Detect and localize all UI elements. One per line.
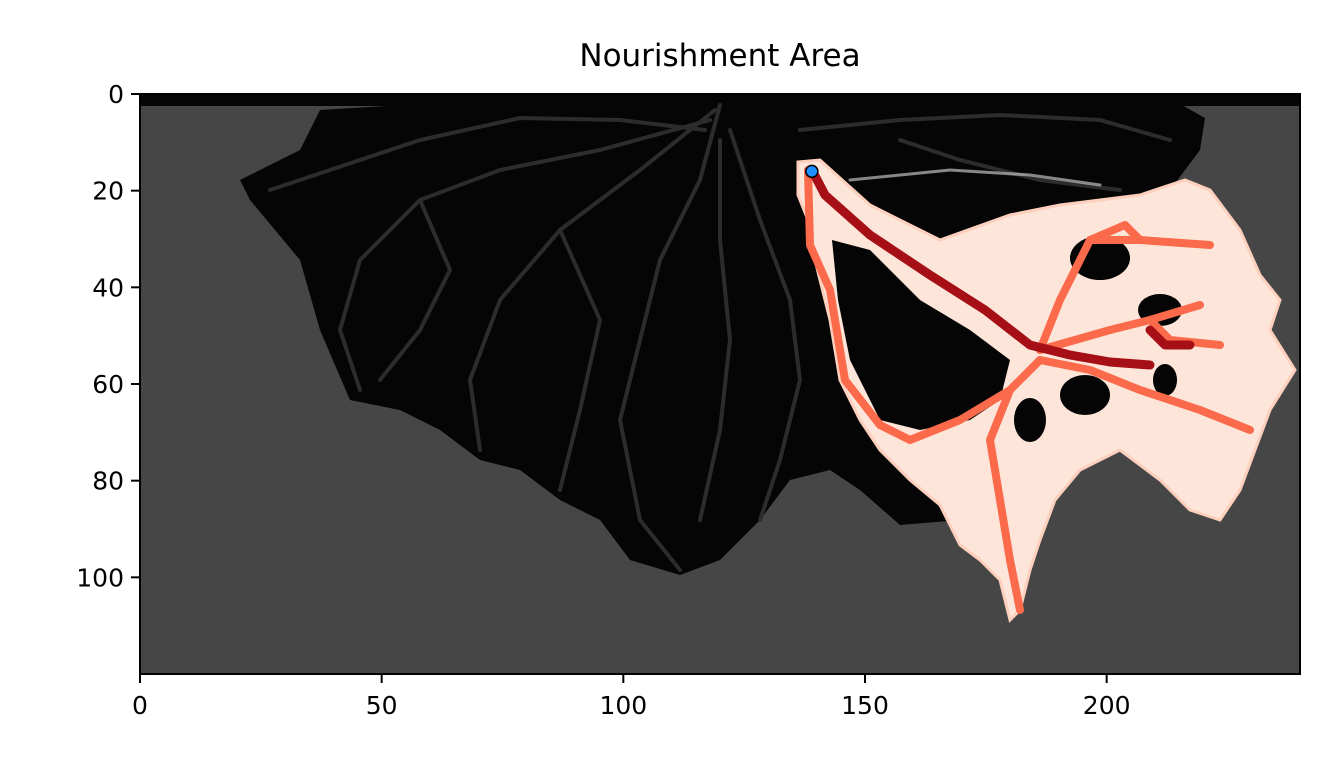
y-tick-label: 20 <box>92 177 124 206</box>
x-tick-label: 0 <box>132 691 148 720</box>
plot-area <box>140 94 1300 674</box>
x-axis: 0 50 100 150 200 <box>132 674 1131 720</box>
nourishment-channels-main <box>808 167 1195 370</box>
y-tick-label: 80 <box>92 467 124 496</box>
x-tick-label: 150 <box>841 691 889 720</box>
x-tick-label: 200 <box>1083 691 1131 720</box>
y-tick-label: 100 <box>76 563 124 592</box>
chart-title: Nourishment Area <box>579 38 860 74</box>
y-tick-label: 40 <box>92 273 124 302</box>
channel-network <box>268 103 1172 572</box>
x-tick-label: 50 <box>366 691 398 720</box>
source-marker <box>805 164 819 179</box>
y-tick-label: 0 <box>108 80 124 109</box>
x-tick-label: 100 <box>599 691 647 720</box>
y-tick-label: 60 <box>92 370 124 399</box>
nourishment-channels-mid <box>804 166 1254 614</box>
y-axis: 0 20 40 60 80 100 <box>76 80 140 592</box>
